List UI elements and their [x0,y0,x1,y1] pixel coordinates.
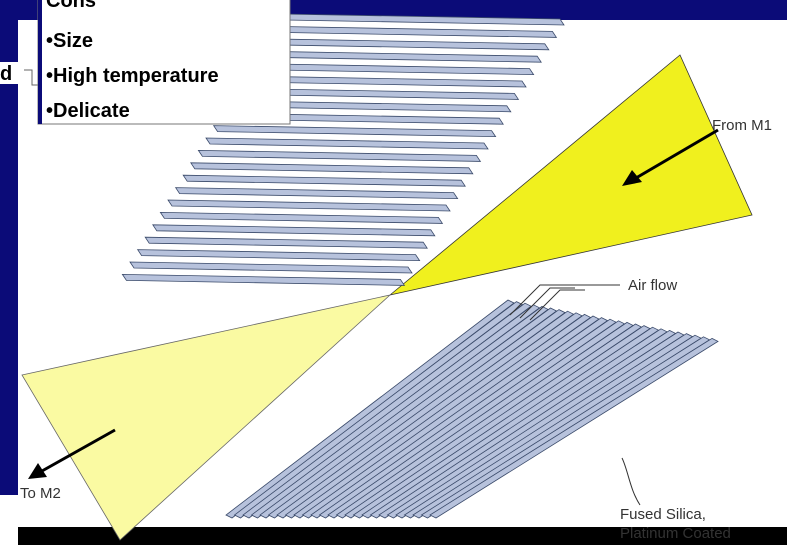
plate [121,273,406,286]
plate [136,249,421,262]
plate [167,199,451,212]
plate [352,323,643,519]
plate [129,261,413,274]
plate [276,309,566,519]
fragment-box [0,62,24,84]
air-leader [509,284,641,506]
arrow [41,428,116,473]
label: Platinum Coated [620,525,731,542]
plate [205,137,489,150]
callout-item: •Delicate [46,100,130,122]
beam-in [389,54,753,296]
plates [121,13,719,519]
plate [395,331,685,519]
plate [190,162,474,175]
plate [225,299,515,519]
plate [174,187,459,200]
plate [301,313,592,519]
plate [258,50,542,63]
plate [152,224,436,237]
plate [159,211,444,224]
arrow [635,128,719,180]
callout-title: Cons [46,0,96,12]
arrow-head [622,170,642,186]
label: Air flow [628,277,677,294]
plate [267,307,558,519]
callout-item: •Size [46,30,93,52]
plate [310,315,600,519]
beam-out [21,294,392,541]
plate [420,336,711,519]
label: To M2 [20,485,61,502]
plate [144,236,428,249]
plate [318,317,609,519]
plate [412,334,702,519]
bottom-band [18,527,787,545]
plate [250,63,535,76]
plate [284,310,575,519]
plate [273,25,558,38]
plate [182,174,466,187]
plate [403,333,694,519]
plate [327,318,617,519]
plate [361,325,651,519]
plate [250,304,541,519]
plate [212,125,497,138]
plate [386,329,677,519]
left-band [0,0,18,495]
plate [293,312,583,519]
callout-item: •High temperature [46,65,219,87]
plate [378,328,668,519]
plate [429,337,719,519]
arrow-head [28,463,47,479]
plate [233,301,524,519]
plate [197,149,482,162]
label: From M1 [712,117,772,134]
plate [266,38,550,51]
plate [242,302,532,519]
callout-accent [38,0,42,124]
label: Fused Silica, [620,506,706,523]
plate [259,305,549,519]
fragment: d [0,63,12,85]
callout-box [37,0,291,125]
plate [335,320,626,519]
plate [369,326,660,519]
plate [344,321,634,519]
connector [24,69,38,86]
